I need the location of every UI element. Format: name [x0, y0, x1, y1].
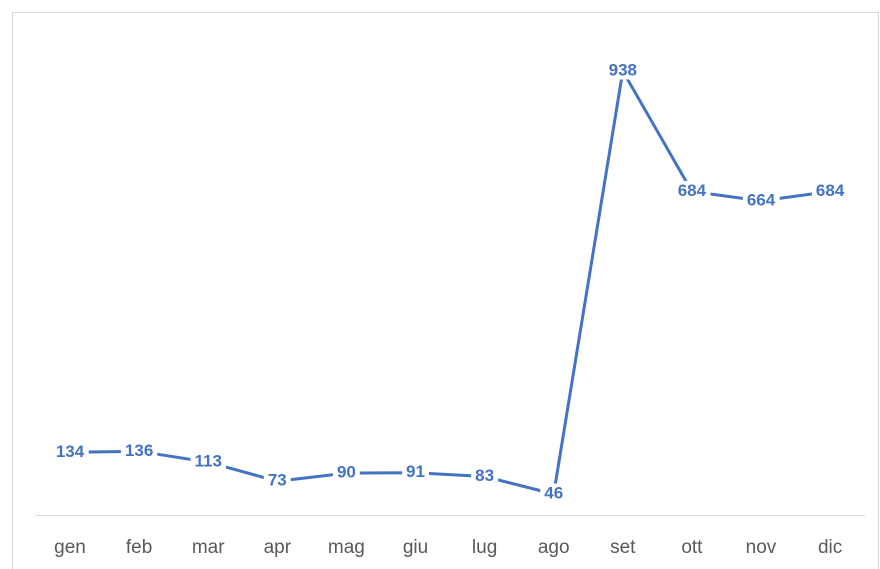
data-label-background	[120, 440, 158, 460]
x-tick-label: ott	[681, 537, 703, 558]
data-label: 46	[544, 483, 563, 502]
x-tick-label: feb	[126, 537, 152, 558]
data-label: 73	[268, 471, 287, 490]
chart-border	[12, 12, 879, 569]
data-label: 664	[747, 190, 776, 209]
x-tick-label: mar	[192, 537, 225, 558]
data-label: 90	[337, 463, 356, 482]
x-tick-label: gen	[54, 537, 86, 558]
data-label: 938	[609, 60, 637, 79]
data-label-background	[811, 180, 849, 200]
data-label: 83	[475, 466, 494, 485]
data-label-background	[402, 462, 429, 482]
data-label: 91	[406, 462, 425, 481]
x-tick-label: ago	[538, 537, 570, 558]
data-label-background	[471, 465, 499, 485]
x-tick-label: giu	[403, 537, 428, 558]
data-label: 134	[56, 442, 85, 461]
data-label: 113	[194, 452, 221, 471]
data-label-background	[332, 462, 360, 482]
x-tick-label: mag	[328, 537, 365, 558]
data-label: 684	[816, 181, 845, 200]
data-label: 684	[678, 181, 707, 200]
data-label-background	[673, 180, 711, 200]
data-label-background	[190, 451, 226, 471]
x-tick-label: set	[610, 537, 636, 558]
x-tick-label: apr	[264, 537, 292, 558]
data-label: 136	[125, 441, 153, 460]
data-label-background	[263, 470, 291, 490]
x-tick-label: nov	[746, 537, 777, 558]
data-label-background	[51, 441, 89, 461]
x-tick-label: dic	[818, 537, 842, 558]
data-label-background	[604, 60, 641, 80]
data-label-background	[742, 190, 780, 210]
x-tick-label: lug	[472, 537, 497, 558]
data-label-background	[540, 483, 568, 503]
